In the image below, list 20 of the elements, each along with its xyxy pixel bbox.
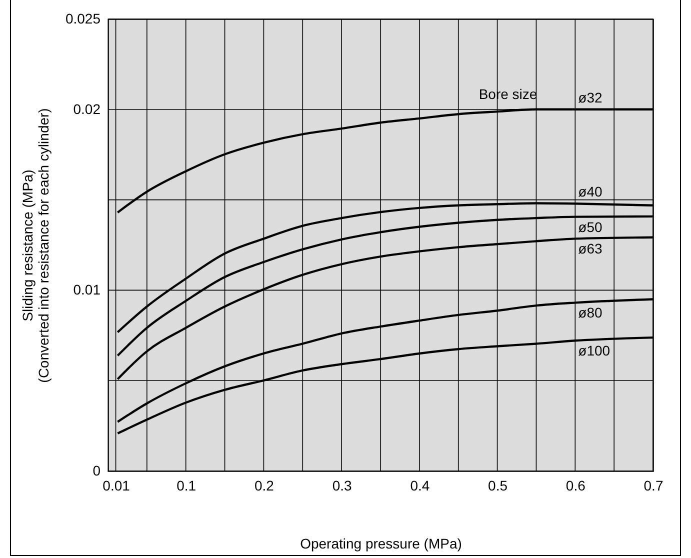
series-label: ø100	[578, 342, 610, 359]
y-tick-label: 0	[92, 462, 101, 478]
series-label: ø80	[578, 304, 602, 321]
y-tick-label: 0.025	[65, 10, 101, 26]
x-axis-title: Operating pressure (MPa)	[300, 536, 462, 552]
x-tick-label: 0.7	[644, 478, 664, 494]
series-label: ø32	[578, 89, 602, 106]
x-tick-label: 0.5	[488, 478, 508, 494]
x-tick-label: 0.3	[332, 478, 352, 494]
x-tick-label: 0.4	[410, 478, 430, 494]
x-tick-label: 0.2	[254, 478, 274, 494]
series-label: ø40	[578, 184, 602, 200]
x-tick-label: 0.1	[176, 478, 196, 494]
y-tick-label: 0.02	[73, 100, 101, 117]
y-axis-title: Sliding resistance (MPa) (Converted into resistance for each cylinder)	[19, 108, 52, 383]
x-tick-label: 0.01	[102, 478, 130, 494]
x-tick-label: 0.6	[566, 478, 586, 494]
series-label: ø50	[578, 218, 602, 235]
y-tick-label: 0.01	[73, 282, 101, 298]
series-label: ø63	[578, 240, 602, 257]
